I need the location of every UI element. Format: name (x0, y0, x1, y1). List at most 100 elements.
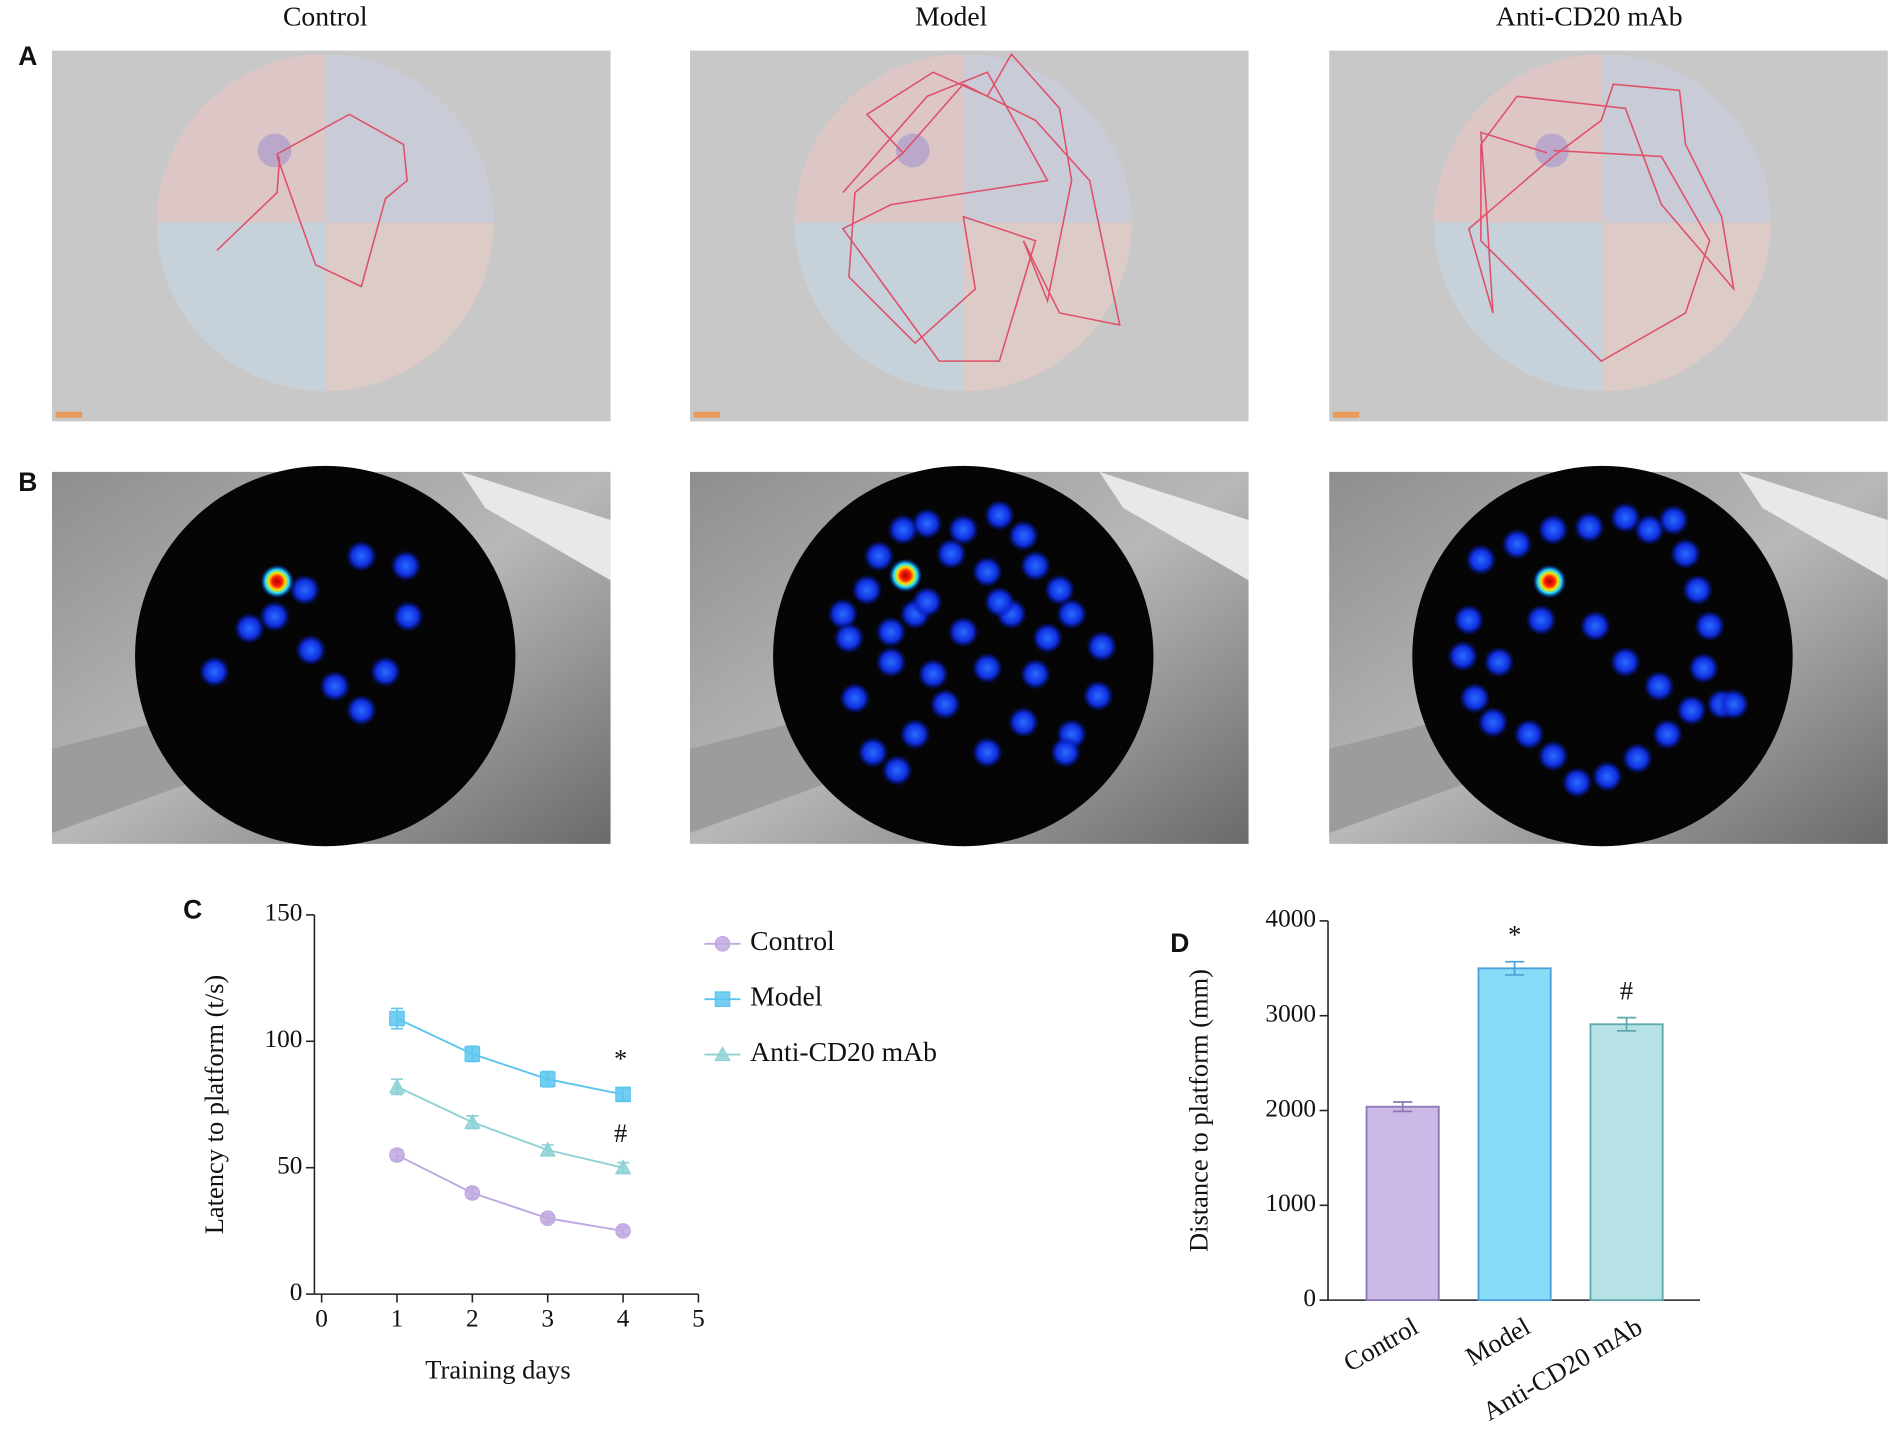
x-tick-label: 0 (315, 1304, 328, 1332)
bar (1589, 1023, 1664, 1302)
marker (615, 1086, 631, 1103)
pool-image (51, 50, 611, 422)
trajectory (1467, 83, 1735, 363)
heat-blob (851, 574, 883, 606)
heat-blob (1687, 652, 1720, 684)
heat-blob (1609, 501, 1642, 534)
series-line (396, 1017, 624, 1096)
marker (464, 1185, 481, 1201)
x-tick-label: Control (1338, 1311, 1423, 1377)
legend-marker (714, 1046, 731, 1062)
marker (614, 1159, 632, 1175)
y-axis-label: Distance to platform (mm) (1184, 969, 1214, 1252)
heat-blob (1681, 574, 1714, 606)
heat-blob (390, 550, 422, 582)
heat-blob (971, 556, 1003, 588)
heat-blob (1082, 680, 1114, 712)
panel-label: B (18, 467, 37, 497)
significance-mark: * (614, 1044, 627, 1074)
heat-blob (929, 688, 961, 720)
heat-blob (1537, 740, 1569, 772)
heat-blob (947, 514, 979, 546)
heat-spot (260, 564, 294, 599)
heat-blob (1643, 670, 1675, 702)
y-axis-label: Latency to platform (t/s) (199, 975, 229, 1234)
heat-blob (1561, 766, 1593, 799)
heat-blob (1465, 544, 1497, 576)
series-line (396, 1154, 624, 1232)
marker (389, 1147, 405, 1163)
heat-blob (1007, 520, 1040, 552)
x-tick-label: Model (1460, 1311, 1535, 1372)
legend-label: Control (750, 925, 835, 956)
heat-blob (1579, 610, 1611, 642)
marker (389, 1010, 405, 1027)
legend-label: Anti-CD20 mAb (750, 1036, 937, 1067)
legend-label: Model (750, 981, 823, 1012)
heat-blob (1007, 706, 1040, 738)
heat-blob (289, 574, 321, 606)
bar (1477, 967, 1552, 1302)
heat-blob (911, 508, 943, 540)
heat-blob (1055, 598, 1088, 630)
heat-blob (983, 499, 1016, 531)
marker (539, 1071, 556, 1088)
heat-blob (881, 754, 913, 787)
marker (464, 1046, 481, 1062)
heat-blob (1693, 610, 1726, 642)
heatmap-image (51, 465, 611, 847)
heat-blob (233, 612, 266, 645)
heat-blob (345, 694, 378, 726)
heat-blob (1621, 742, 1654, 775)
error-bar (1504, 960, 1525, 976)
trajectory (841, 52, 1121, 362)
heat-blob (369, 656, 402, 688)
heat-blob (1573, 511, 1605, 543)
marker (615, 1223, 631, 1239)
heat-blob (1591, 760, 1623, 793)
y-tick-label: 2000 (1265, 1094, 1316, 1122)
heat-blob (899, 718, 931, 750)
heat-blob (1459, 682, 1491, 714)
x-tick-label: 2 (466, 1304, 479, 1332)
heat-blob (345, 540, 378, 572)
heat-blob (983, 586, 1016, 618)
y-tick-label: 100 (264, 1025, 302, 1053)
heat-blob (1019, 658, 1052, 690)
heat-blob (259, 600, 291, 633)
x-tick-label: 1 (391, 1304, 404, 1332)
error-bar (1393, 1101, 1413, 1113)
heat-spot (888, 558, 923, 593)
heat-blob (833, 622, 865, 654)
heat-blob (827, 598, 859, 630)
heat-blob (1019, 550, 1052, 582)
significance-mark: * (1508, 920, 1521, 950)
y-tick-label: 3000 (1265, 1000, 1316, 1028)
heat-blob (1483, 646, 1515, 678)
x-tick-label: 5 (692, 1304, 705, 1332)
series-line (396, 1085, 624, 1169)
heat-blob (911, 586, 943, 618)
heat-blob (295, 634, 327, 666)
panel-label: A (18, 41, 37, 71)
y-tick-label: 4000 (1265, 905, 1316, 933)
y-tick-label: 0 (290, 1278, 303, 1306)
heat-blob (1669, 538, 1702, 570)
marker (539, 1210, 556, 1227)
heat-blob (875, 646, 907, 678)
heat-blob (1675, 694, 1708, 726)
marker (539, 1141, 556, 1157)
swim-paths (216, 52, 1735, 363)
heat-blob (935, 538, 967, 570)
column-title: Control (283, 1, 368, 32)
y-tick-label: 0 (1303, 1284, 1316, 1312)
heat-blob (1651, 718, 1684, 750)
panel-label: D (1170, 928, 1189, 958)
error-bar (1616, 1016, 1637, 1032)
x-tick-label: 4 (617, 1304, 630, 1332)
heat-blob (971, 736, 1003, 769)
heat-blob (1453, 604, 1485, 636)
y-tick-label: 50 (277, 1151, 302, 1179)
